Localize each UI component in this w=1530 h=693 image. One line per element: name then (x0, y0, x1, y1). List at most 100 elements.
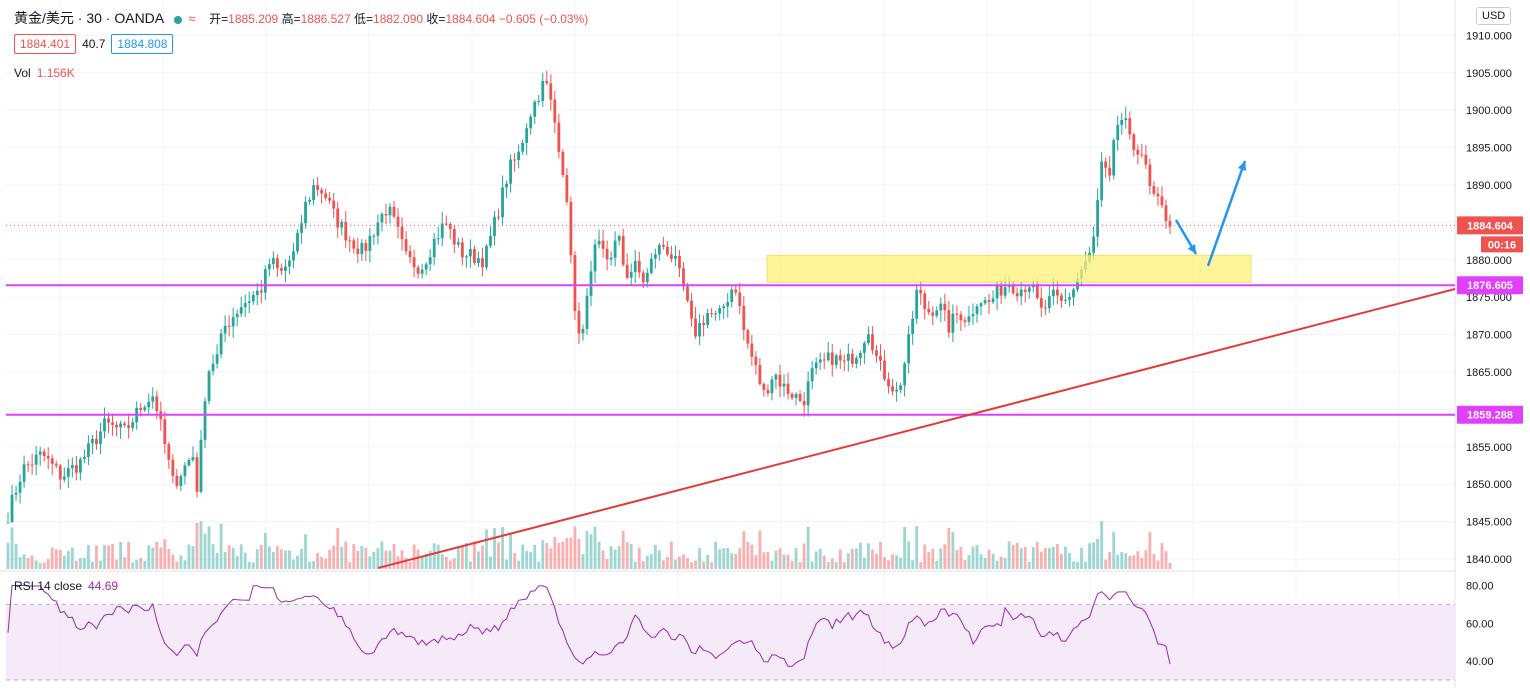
candle-body (1060, 295, 1063, 301)
candle-body (207, 371, 211, 402)
volume-bar (983, 558, 987, 569)
price-tick-label: 1845.000 (1466, 517, 1512, 529)
volume-bar (802, 543, 806, 569)
bid-ask-row: 1884.401 40.7 1884.808 (14, 34, 174, 54)
candle-body (1023, 289, 1027, 292)
candle-body (915, 289, 919, 319)
volume-bar (545, 542, 549, 569)
volume-bar (243, 552, 247, 569)
candle-body (505, 183, 508, 188)
volume-bar (1124, 552, 1128, 569)
volume-bar (1056, 543, 1059, 569)
volume-bar (629, 544, 633, 569)
candle-body (388, 206, 392, 216)
candle-body (730, 289, 734, 303)
symbol-title[interactable]: 黄金/美元 · 30 · OANDA (14, 10, 165, 26)
candle-body (955, 313, 959, 315)
candle-body (267, 264, 271, 270)
volume-bar (255, 549, 259, 569)
volume-bar (368, 556, 372, 569)
candle-body (995, 284, 999, 299)
volume-bar (259, 545, 263, 569)
candle-body (983, 300, 987, 304)
candle-body (34, 454, 38, 465)
candle-body (352, 240, 356, 249)
candle-body (448, 223, 452, 229)
candle-body (509, 159, 513, 184)
trendline (377, 288, 1456, 569)
candle-body (1100, 161, 1104, 201)
candle-body (143, 407, 147, 410)
candle-body (617, 236, 621, 241)
candle-body (649, 258, 653, 273)
candle-body (22, 464, 26, 482)
volume-bar (26, 557, 30, 569)
volume-bar (400, 550, 404, 569)
candle-body (722, 306, 726, 309)
volume-bar (569, 537, 573, 569)
candle-body (726, 302, 730, 307)
candle-body (167, 444, 171, 460)
volume-bar (585, 530, 589, 569)
candle-body (87, 443, 90, 457)
candle-body (927, 308, 931, 313)
candle-body (296, 232, 299, 252)
currency-button[interactable]: USD (1476, 7, 1512, 25)
demand-zone (766, 254, 1252, 283)
price-tick-label: 1895.000 (1466, 143, 1512, 155)
volume-bar (830, 558, 834, 569)
volume-bar (336, 527, 340, 569)
change-value: −0.605 (−0.03%) (498, 12, 589, 26)
volume-bar (1132, 555, 1136, 569)
candle-body (589, 271, 593, 296)
candle-body (923, 293, 927, 309)
volume-bar (726, 547, 730, 569)
candle-body (513, 159, 517, 161)
candle-body (171, 459, 175, 476)
candle-body (786, 383, 790, 394)
volume-bar (923, 544, 927, 569)
volume-bar (971, 546, 975, 569)
volume-bar (30, 555, 34, 569)
volume-bar (991, 553, 995, 569)
bid-button[interactable]: 1884.401 (14, 34, 77, 54)
volume-bar (822, 555, 826, 569)
candle-body (850, 353, 854, 364)
candle-body (637, 260, 641, 273)
arrow-up (1206, 160, 1247, 267)
candle-body (899, 385, 903, 390)
volume-bar (674, 559, 677, 569)
volume-bar (356, 550, 360, 569)
candle-body (243, 302, 247, 308)
volume-bar (621, 530, 625, 569)
candle-body (754, 356, 758, 366)
candle-body (1072, 289, 1075, 298)
volume-bar (525, 551, 529, 569)
volume-bar (284, 550, 287, 569)
volume-bar (70, 547, 74, 569)
candle-body (231, 317, 235, 327)
volume-bar (814, 551, 818, 569)
volume-bar (143, 560, 147, 569)
candle-body (66, 468, 70, 477)
candle-body (891, 386, 894, 392)
candle-body (368, 235, 372, 251)
volume-bar (420, 556, 424, 569)
volume-bar (959, 546, 963, 569)
volume-bar (404, 557, 408, 569)
volume-bar (324, 558, 328, 569)
candle-body (690, 300, 693, 319)
candle-body (670, 254, 673, 259)
candle-body (1144, 154, 1148, 165)
candle-body (408, 251, 412, 258)
candle-body (440, 223, 444, 239)
countdown-bg (1481, 236, 1523, 253)
candle-body (903, 363, 907, 386)
candle-body (1007, 285, 1011, 288)
candle-body (919, 289, 923, 294)
candle-body (235, 313, 239, 318)
ask-button[interactable]: 1884.808 (111, 34, 174, 54)
volume-bar (1047, 547, 1051, 569)
candle-body (545, 80, 549, 84)
